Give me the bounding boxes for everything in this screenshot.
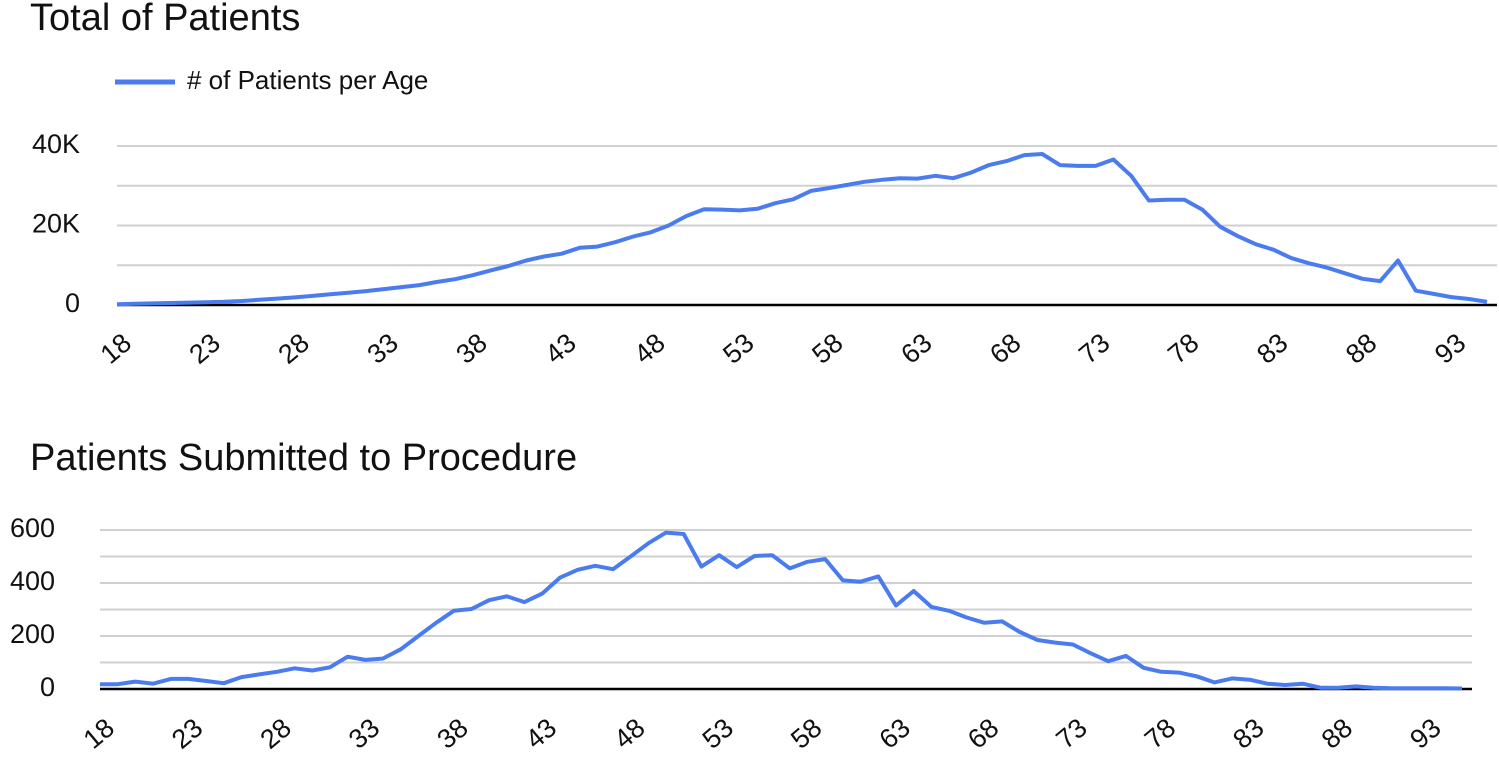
x-tick-label: 83 [1227,712,1269,754]
x-tick-label: 63 [874,712,916,754]
x-tick-label: 63 [895,327,937,369]
x-tick-label: 68 [984,327,1026,369]
x-tick-label: 28 [273,327,315,369]
x-tick-label: 53 [717,327,759,369]
x-tick-label: 78 [1162,327,1204,369]
y-tick-label: 400 [10,566,55,596]
x-tick-label: 88 [1316,712,1358,754]
y-tick-label: 40K [32,129,80,159]
x-tick-label: 18 [78,712,120,754]
y-tick-label: 0 [40,672,55,702]
chart-title: Total of Patients [30,0,300,39]
x-tick-label: 28 [255,712,297,754]
x-tick-label: 23 [166,712,208,754]
x-tick-label: 38 [431,712,473,754]
y-tick-label: 0 [65,288,80,318]
x-tick-label: 18 [95,327,137,369]
x-tick-label: 23 [184,327,226,369]
x-tick-label: 53 [697,712,739,754]
data-line [100,530,1463,691]
x-tick-label: 83 [1251,327,1293,369]
x-tick-label: 43 [539,327,581,369]
x-tick-label: 93 [1404,712,1446,754]
data-line [116,152,1488,307]
x-tick-label: 38 [450,327,492,369]
x-tick-label: 78 [1139,712,1181,754]
x-tick-label: 48 [628,327,670,369]
x-tick-label: 68 [962,712,1004,754]
x-tick-label: 73 [1051,712,1093,754]
x-tick-label: 73 [1073,327,1115,369]
x-tick-label: 33 [362,327,404,369]
x-tick-label: 48 [608,712,650,754]
x-tick-label: 33 [343,712,385,754]
y-tick-label: 600 [10,513,55,543]
legend-label: # of Patients per Age [187,65,428,95]
x-tick-label: 88 [1340,327,1382,369]
x-tick-label: 93 [1429,327,1471,369]
y-tick-label: 20K [32,209,80,239]
x-tick-label: 43 [520,712,562,754]
x-tick-label: 58 [785,712,827,754]
x-tick-label: 58 [806,327,848,369]
y-tick-label: 200 [10,619,55,649]
chart-title: Patients Submitted to Procedure [30,437,577,479]
